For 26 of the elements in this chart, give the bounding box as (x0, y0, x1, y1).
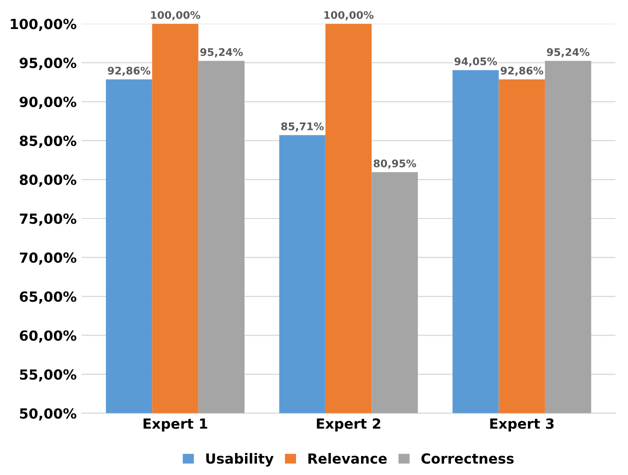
legend-label: Correctness (421, 453, 514, 464)
data-label: 100,00% (324, 11, 374, 20)
y-tick-label: 55,00% (20, 369, 76, 382)
y-tick-label: 65,00% (20, 291, 76, 304)
legend-label: Usability (206, 453, 274, 467)
y-tick-label: 80,00% (20, 174, 76, 187)
y-tick-label: 90,00% (20, 96, 76, 109)
data-label: 95,24% (546, 48, 590, 58)
y-tick-label: 85,00% (20, 136, 76, 148)
y-tick-label: 70,00% (20, 252, 76, 265)
data-label: 100,00% (151, 11, 200, 20)
x-tick-label: Expert 1 (144, 418, 208, 432)
data-label: 92,86% (108, 66, 150, 76)
data-label: 92,86% (500, 66, 544, 76)
data-label: 85,71% (281, 122, 324, 132)
y-tick-label: 95,00% (20, 58, 76, 70)
x-tick-label: Expert 2 (316, 418, 380, 432)
data-label: 95,24% (200, 48, 243, 58)
x-tick-label: Expert 3 (490, 418, 554, 432)
data-label: 80,95% (374, 159, 416, 169)
data-label: 94,05% (454, 57, 497, 67)
y-tick-label: 60,00% (20, 330, 76, 343)
y-tick-label: 75,00% (20, 213, 76, 226)
y-tick-label: 100,00% (10, 18, 76, 31)
y-tick-label: 50,00% (20, 408, 76, 420)
legend-label: Relevance (308, 453, 387, 464)
